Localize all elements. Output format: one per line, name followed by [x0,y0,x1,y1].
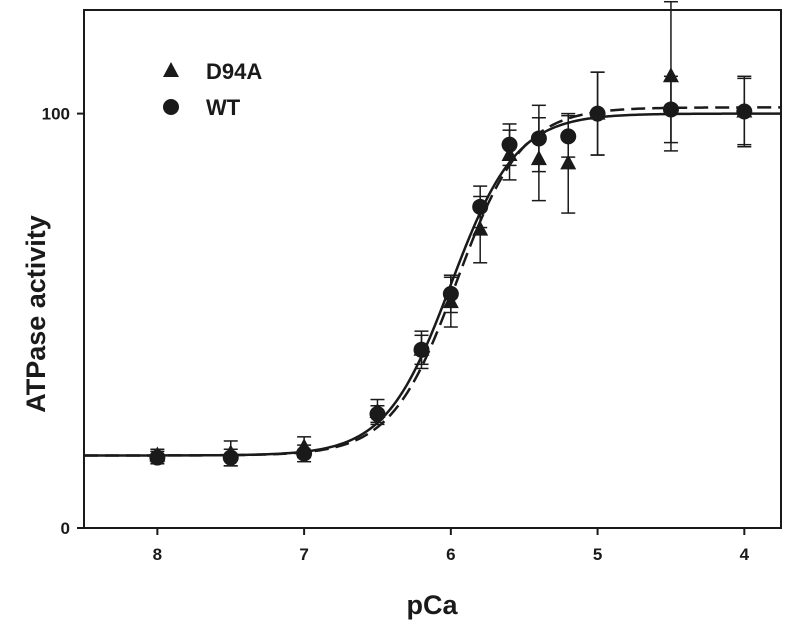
data-point-wt [530,130,547,147]
data-point-wt [560,128,577,145]
x-tick-label: 7 [299,545,308,564]
fit-curve-wt [84,112,782,457]
data-points [149,67,753,466]
data-point-wt [501,136,518,153]
x-tick-label: 6 [446,545,455,564]
data-point-d94a [472,220,489,236]
x-axis-title: pCa [406,590,458,620]
fit-curves [84,106,782,457]
data-point-wt [413,341,430,358]
y-axis-title: ATPase activity [21,215,51,413]
data-point-wt [296,445,313,462]
legend-triangle-marker [163,62,179,77]
data-point-wt [662,101,679,118]
data-point-wt [369,406,386,423]
x-tick-label: 5 [593,545,602,564]
y-tick-label: 100 [42,105,70,124]
data-point-wt [736,103,753,120]
data-point-wt [442,285,459,302]
data-point-wt [472,198,489,215]
data-point-wt [589,105,606,122]
data-point-wt [222,449,239,466]
data-point-wt [149,449,166,466]
x-tick-label: 4 [740,545,750,564]
axis-ticks: 8 7 6 5 4 0 100 [42,105,750,564]
plot-area [83,9,782,529]
legend-label-wt: WT [206,95,241,120]
data-point-d94a [662,67,679,83]
data-point-d94a [560,154,577,170]
legend-circle-marker [163,99,179,115]
x-tick-label: 8 [153,545,162,564]
data-point-d94a [530,150,547,166]
legend: D94A WT [163,59,262,120]
fit-curve-d94a [84,106,781,457]
y-tick-label: 0 [61,519,70,538]
data-point-d94a [501,146,518,162]
legend-label-d94a: D94A [206,59,262,84]
